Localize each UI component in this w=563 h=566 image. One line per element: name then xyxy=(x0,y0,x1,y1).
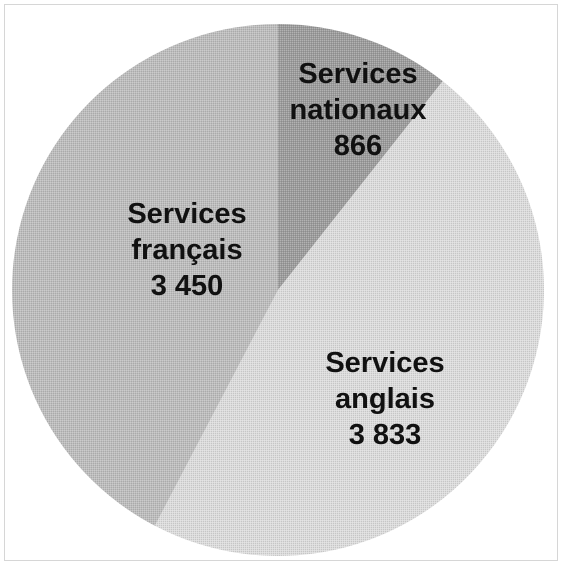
slice-value: 3 833 xyxy=(349,419,422,451)
slice-label-line: anglais xyxy=(335,383,435,415)
slice-value: 866 xyxy=(334,130,382,162)
slice-label-2: Services français 3 450 xyxy=(127,198,246,302)
slice-label-1: Services anglais 3 833 xyxy=(325,347,444,451)
pie-slice-texture-1 xyxy=(154,81,544,556)
pie-slice-texture-0 xyxy=(278,24,443,290)
pie-labels: Services nationaux 866 Services anglais 3 833… xyxy=(127,58,444,451)
pie-slices xyxy=(12,24,544,556)
slice-label-line: Services xyxy=(298,58,417,90)
pie-slice-texture-2 xyxy=(12,24,278,526)
slice-label-line: nationaux xyxy=(290,94,427,126)
slice-label-0: Services nationaux 866 xyxy=(290,58,427,162)
slice-label-line: Services xyxy=(325,347,444,379)
slice-label-line: français xyxy=(131,234,242,266)
slice-label-line: Services xyxy=(127,198,246,230)
slice-value: 3 450 xyxy=(151,270,224,302)
